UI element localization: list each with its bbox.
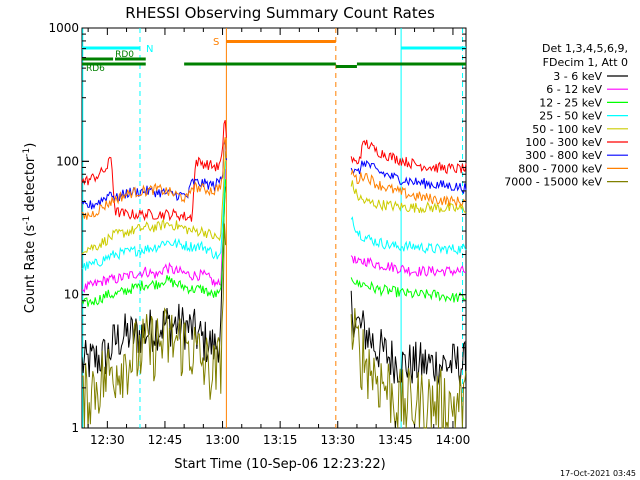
x-axis-label: Start Time (10-Sep-06 12:23:22): [174, 457, 385, 472]
series-line-0-seg-0: [81, 186, 227, 378]
series-line-5-seg-1: [350, 139, 467, 175]
legend-header-line-2: FDecim 1, Att 0: [543, 56, 628, 69]
chart-title: RHESSI Observing Summary Count Rates: [125, 4, 435, 22]
legend-label-6: 300 - 800 keV: [525, 149, 602, 162]
x-tick-label-3: 13:15: [263, 433, 298, 447]
legend-label-4: 50 - 100 keV: [532, 123, 602, 136]
y-axis-label-sup1: -1: [22, 216, 32, 225]
legend-label-3: 25 - 50 keV: [539, 110, 602, 123]
x-tick-label-6: 14:00: [436, 433, 471, 447]
rd6-label: RD6: [86, 64, 105, 74]
legend-label-2: 12 - 25 keV: [539, 96, 602, 109]
series-line-1-seg-1: [350, 255, 467, 278]
y-axis-label-end: ): [23, 143, 38, 148]
footer-date: 17-Oct-2021 03:45: [560, 469, 636, 478]
series-line-4-seg-1: [350, 180, 467, 214]
y-tick-label-2: 100: [56, 154, 79, 168]
attenuator-label: N: [146, 44, 153, 55]
series-line-7-seg-1: [350, 168, 467, 207]
x-tick-label-0: 12:30: [90, 433, 125, 447]
rd0-label: RD0: [115, 50, 134, 60]
rd0-bar-0: [82, 57, 114, 61]
svg-text:Count Rate (s-1 detector-1): Count Rate (s-1 detector-1): [22, 143, 38, 314]
plot-area: N S RD0 RD6 1 10 100 1000 12:30 12:45 13:00 13:15 13…: [48, 21, 470, 447]
y-axis-label: Count Rate (s-1 detector-1): [22, 143, 38, 314]
x-tick-label-2: 13:00: [205, 433, 240, 447]
y-axis-label-mid: detector: [23, 156, 38, 216]
series-line-3-seg-1: [350, 216, 467, 256]
x-tick-label-4: 13:30: [320, 433, 355, 447]
series-line-5-seg-0: [81, 120, 227, 222]
y-tick-label-0: 1: [71, 421, 79, 435]
legend-label-8: 7000 - 15000 keV: [504, 176, 602, 189]
y-tick-label-3: 1000: [48, 21, 79, 35]
rd6-gap-bar: [335, 65, 357, 68]
saa-bar: [226, 40, 336, 43]
attenuator-bar-1: [401, 46, 466, 50]
legend-header-line-1: Det 1,3,4,5,6,9,: [542, 42, 628, 55]
legend-label-5: 100 - 300 keV: [525, 136, 602, 149]
series-line-2-seg-0: [81, 179, 227, 307]
series-line-8-seg-0: [81, 223, 227, 429]
series-line-6-seg-0: [81, 139, 227, 210]
attenuator-bar-0: [82, 46, 140, 50]
series-line-0-seg-1: [350, 290, 467, 387]
legend-label-1: 6 - 12 keV: [546, 83, 602, 96]
y-tick-label-1: 10: [64, 288, 79, 302]
series-line-1-seg-0: [82, 168, 227, 294]
legend: Det 1,3,4,5,6,9, FDecim 1, Att 0 3 - 6 k…: [504, 42, 628, 189]
x-tick-label-5: 13:45: [378, 433, 413, 447]
series-line-8-seg-1: [350, 308, 467, 429]
series-line-4-seg-0: [81, 151, 227, 255]
series-line-2-seg-1: [350, 277, 467, 303]
rd6-bar-0: [82, 62, 146, 66]
plot-frame: [81, 27, 467, 429]
series-line-6-seg-1: [350, 160, 467, 195]
x-tick-label-1: 12:45: [148, 433, 183, 447]
series-line-7-seg-0: [81, 137, 227, 220]
legend-label-7: 800 - 7000 keV: [518, 162, 602, 175]
y-axis-label-sup2: -1: [22, 148, 32, 157]
legend-label-0: 3 - 6 keV: [553, 70, 602, 83]
rd0-bar-1: [115, 57, 146, 61]
saa-label: S: [213, 37, 219, 48]
rd6-bar-2: [356, 62, 466, 66]
y-axis-label-main: Count Rate (s: [23, 225, 38, 314]
series-line-3-seg-0: [81, 161, 227, 271]
rd6-bar-1: [184, 62, 336, 66]
